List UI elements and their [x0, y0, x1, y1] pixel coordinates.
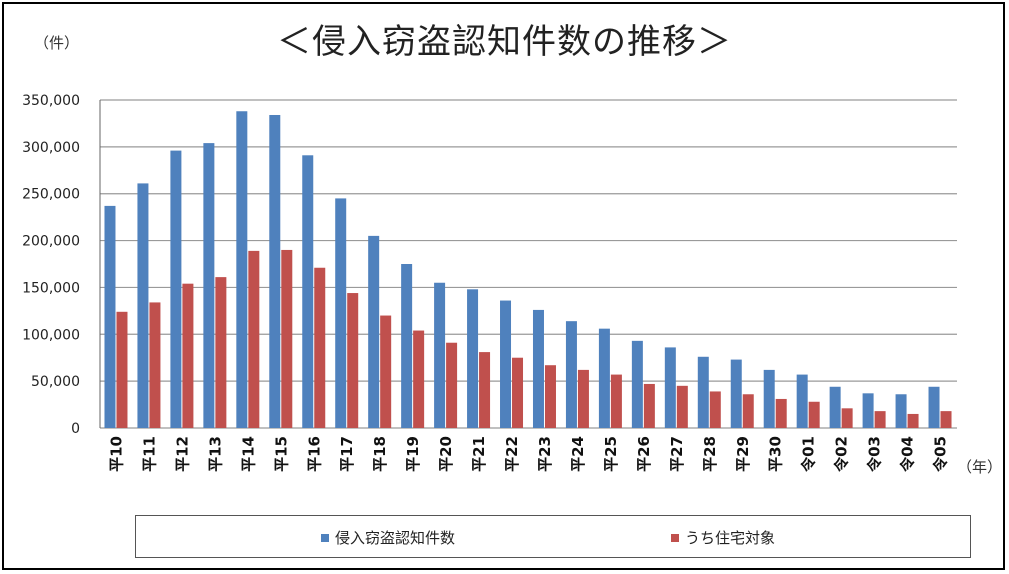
bar-series1	[532, 309, 544, 428]
legend-swatch-series1	[321, 533, 329, 542]
y-tick-label: 100,000	[22, 327, 80, 343]
bar-series1	[137, 183, 149, 428]
bar-series2	[841, 408, 853, 428]
bar-series2	[676, 385, 688, 428]
y-tick-label: 50,000	[31, 374, 80, 390]
bar-series2	[940, 411, 952, 428]
chart-title: ＜侵入窃盗認知件数の推移＞	[277, 22, 732, 62]
bar-series2	[149, 302, 161, 428]
x-tick-label: 平11	[140, 436, 158, 472]
x-tick-label: 令02	[833, 436, 851, 472]
legend-item-series2: うち住宅対象	[671, 527, 775, 548]
legend: 侵入窃盗認知件数 うち住宅対象	[135, 515, 971, 558]
x-tick-label: 平15	[272, 436, 290, 472]
y-tick-label: 200,000	[22, 234, 80, 250]
bar-series2	[182, 283, 194, 428]
bar-series2	[742, 394, 754, 428]
bar-series2	[544, 365, 556, 428]
x-tick-label: 平20	[437, 436, 455, 472]
x-tick-label: 平12	[173, 436, 191, 472]
bar-series2	[281, 249, 293, 428]
bar-series1	[368, 235, 380, 428]
x-tick-label: 平13	[206, 436, 224, 472]
bar-series1	[500, 300, 512, 428]
bar-series1	[862, 393, 874, 428]
x-tick-label: 令01	[800, 436, 818, 472]
x-tick-label: 令03	[866, 436, 884, 472]
x-axis-unit: （年）	[957, 458, 1003, 476]
x-tick-label: 平23	[536, 436, 554, 472]
bar-series1	[598, 328, 610, 428]
bar-series2	[446, 342, 458, 428]
bar-series2	[347, 293, 359, 428]
y-axis-unit: （件）	[34, 34, 80, 52]
bar-series1	[170, 150, 182, 428]
y-tick-label: 150,000	[22, 280, 80, 296]
legend-item-series1: 侵入窃盗認知件数	[321, 527, 455, 548]
bar-series1	[401, 264, 413, 428]
bar-series1	[269, 114, 281, 428]
bar-series1	[664, 347, 676, 428]
y-tick-label: 250,000	[22, 187, 80, 203]
x-tick-label: 平17	[338, 436, 356, 472]
x-tick-label: 平30	[767, 436, 785, 472]
bar-series2	[314, 267, 326, 428]
x-tick-label: 令04	[899, 436, 917, 472]
bar-series1	[763, 369, 775, 428]
x-tick-label: 平25	[602, 436, 620, 472]
x-tick-label: 平22	[503, 436, 521, 472]
bar-series1	[565, 321, 577, 428]
y-tick-label: 0	[71, 421, 80, 437]
x-tick-label: 平19	[404, 436, 422, 472]
bar-series1	[928, 386, 940, 428]
bar-series2	[512, 357, 524, 428]
bar-series2	[116, 311, 128, 428]
bar-series1	[203, 143, 215, 428]
x-tick-label: 平28	[701, 436, 719, 472]
bar-series1	[236, 111, 248, 428]
bar-series2	[775, 398, 787, 428]
bar-series1	[631, 340, 643, 428]
x-tick-label: 平14	[239, 436, 257, 472]
bar-series1	[829, 386, 841, 428]
x-tick-label: 平21	[470, 436, 488, 472]
bar-series2	[577, 369, 589, 428]
y-tick-label: 300,000	[22, 140, 80, 156]
x-tick-label: 平18	[371, 436, 389, 472]
x-tick-label: 平24	[569, 436, 587, 472]
x-tick-label: 平10	[107, 436, 125, 472]
bar-series2	[874, 411, 886, 428]
bar-series1	[895, 394, 907, 428]
x-tick-label: 平27	[668, 436, 686, 472]
bar-series1	[730, 359, 742, 428]
legend-label-series1: 侵入窃盗認知件数	[335, 529, 456, 547]
x-tick-label: 平29	[734, 436, 752, 472]
bar-series1	[697, 356, 709, 428]
x-tick-label: 平16	[305, 436, 323, 472]
bar-series2	[413, 330, 425, 428]
bar-series1	[104, 205, 116, 428]
bar-series2	[380, 315, 392, 428]
x-tick-label: 令05	[932, 436, 950, 472]
legend-label-series2: うち住宅対象	[685, 529, 776, 547]
bar-series2	[248, 250, 260, 428]
bar-series2	[479, 352, 491, 428]
bar-series1	[302, 155, 314, 428]
bar-series2	[610, 374, 622, 428]
bar-series2	[643, 383, 655, 428]
y-tick-label: 350,000	[22, 93, 80, 109]
bar-series1	[467, 289, 479, 428]
bar-series2	[215, 277, 227, 428]
legend-swatch-series2	[671, 533, 679, 542]
bar-series1	[335, 198, 347, 428]
x-tick-label: 平26	[635, 436, 653, 472]
bar-series2	[808, 401, 820, 428]
bar-series1	[434, 282, 446, 428]
bar-series2	[709, 391, 721, 428]
bar-series2	[907, 413, 919, 428]
bar-series1	[796, 374, 808, 428]
